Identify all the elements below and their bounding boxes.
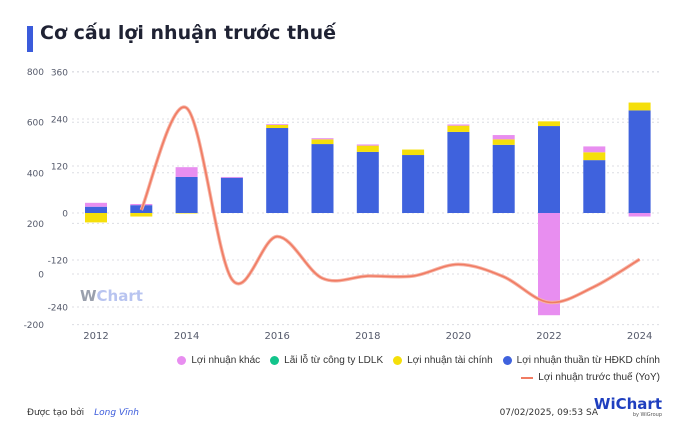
x-axis-tick-label: 2016 (264, 331, 289, 342)
chart-title: Cơ cấu lợi nhuận trước thuế (40, 22, 337, 44)
bar-2024 (628, 102, 651, 111)
bar-2023 (583, 152, 606, 161)
x-axis-tick-label: 2020 (446, 331, 471, 342)
bar-2017 (311, 138, 334, 140)
bar-2024 (628, 110, 651, 213)
bar-2019 (402, 149, 425, 156)
left-axis-tick-label: 0 (38, 271, 44, 281)
bar-2023 (583, 160, 606, 213)
watermark-logo: WChart (80, 288, 143, 305)
bar-2022 (538, 126, 560, 213)
yoy-line-shadow (139, 105, 641, 305)
bar-2016 (266, 124, 289, 125)
legend-label: Lãi lỗ từ công ty LDLK (284, 355, 384, 366)
bar-2021 (492, 139, 515, 145)
bar-2013 (130, 213, 153, 217)
bar-2013 (130, 203, 153, 206)
legend-label: Lợi nhuận trước thuế (YoY) (538, 372, 660, 383)
bar-2022 (538, 213, 560, 316)
legend-item-yoy[interactable]: Lợi nhuận trước thuế (YoY) (521, 371, 660, 384)
bar-2020 (447, 124, 470, 126)
bar-2021 (492, 144, 515, 213)
yoy-line (140, 106, 641, 304)
logo-text: WiChart (593, 395, 662, 413)
bar-2023 (583, 146, 606, 153)
x-axis-tick-label: 2024 (627, 331, 652, 342)
watermark-chart: Chart (96, 287, 143, 305)
right-axis-tick-label: 0 (62, 210, 68, 220)
x-axis-tick-label: 2014 (174, 331, 199, 342)
legend-item-khac[interactable]: Lợi nhuận khác (177, 354, 260, 367)
bar-2018 (356, 145, 379, 152)
timestamp: 07/02/2025, 09:53 SA (499, 408, 598, 418)
bar-2022 (538, 121, 560, 127)
right-axis-tick-label: -240 (48, 304, 69, 314)
x-axis-tick-label: 2018 (355, 331, 380, 342)
bar-2012 (85, 202, 107, 207)
bar-2014 (175, 213, 198, 214)
legend-dot (502, 356, 512, 365)
footer-credit: Được tạo bởi Long Vĩnh (27, 408, 139, 419)
right-axis-tick-label: 240 (51, 116, 68, 126)
left-axis-tick-label: 200 (27, 220, 44, 230)
x-axis-tick-label: 2012 (83, 331, 108, 342)
title-accent-bar (27, 26, 33, 52)
bar-2016 (266, 128, 289, 213)
bar-2020 (447, 125, 470, 132)
bar-2012 (85, 206, 107, 213)
legend-label: Lợi nhuận tài chính (407, 355, 493, 366)
bar-2014 (175, 167, 198, 177)
legend-dot (393, 356, 403, 365)
watermark-w: W (80, 287, 97, 305)
left-axis-tick-label: 600 (27, 119, 44, 129)
left-axis-tick-label: -200 (24, 321, 45, 331)
bar-2019 (402, 155, 425, 213)
bar-2015 (220, 176, 243, 178)
right-axis-tick-label: -120 (48, 257, 69, 267)
x-axis-tick-label: 2022 (536, 331, 561, 342)
legend-dot (270, 356, 280, 365)
bar-2016 (266, 124, 289, 129)
bar-2018 (356, 151, 379, 213)
legend-item-ldlk[interactable]: Lãi lỗ từ công ty LDLK (270, 354, 383, 367)
bar-2012 (85, 213, 107, 223)
bar-2014 (175, 176, 198, 213)
wichart-logo[interactable]: WiChart by WiGroup (594, 396, 662, 418)
right-axis-tick-label: 120 (51, 163, 68, 173)
bar-2017 (311, 144, 334, 213)
bar-2018 (356, 144, 379, 146)
legend-item-taichinh[interactable]: Lợi nhuận tài chính (393, 354, 493, 367)
chart: 360 240 120 0 -120 -240 800 600 400 200 0 -200 2012 2… (24, 68, 662, 342)
legend-label: Lợi nhuận thuần từ HĐKD chính (516, 355, 660, 366)
legend: Lợi nhuận khác Lãi lỗ từ công ty LDLK Lợ… (70, 354, 660, 384)
bar-2020 (447, 131, 470, 213)
created-by-label: Được tạo bởi (27, 408, 85, 418)
right-axis-tick-label: 360 (51, 69, 68, 79)
left-axis-tick-label: 400 (27, 169, 44, 179)
bar-2015 (220, 177, 243, 213)
logo-subtext: by WiGroup (632, 412, 662, 418)
legend-item-hdkd[interactable]: Lợi nhuận thuần từ HĐKD chính (502, 354, 660, 367)
author-link[interactable]: Long Vĩnh (94, 408, 139, 418)
legend-line (521, 376, 534, 379)
legend-dot (177, 356, 187, 365)
bar-2017 (311, 139, 334, 145)
legend-label: Lợi nhuận khác (191, 355, 261, 366)
left-axis-tick-label: 800 (27, 68, 44, 78)
bar-2024 (628, 213, 651, 217)
bar-2021 (492, 135, 515, 140)
